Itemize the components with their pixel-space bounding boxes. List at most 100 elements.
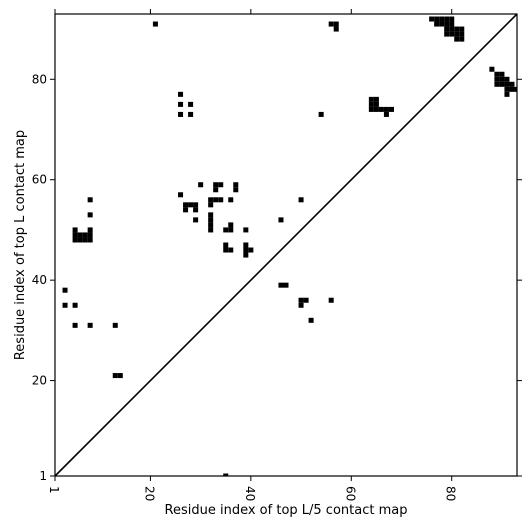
contact-cell-top-l: [188, 111, 194, 117]
contact-cell-top-l: [208, 197, 214, 203]
contact-cell-top-l: [373, 96, 379, 102]
contact-cell-top-l: [208, 202, 214, 208]
contact-cell-top-l: [72, 232, 78, 238]
contact-cell-top-l: [368, 106, 374, 112]
contact-cell-top-l: [87, 232, 93, 238]
contact-cell-top-l: [223, 247, 229, 253]
contact-cell-top-l5: [444, 21, 450, 27]
contact-cell-top-l: [62, 287, 68, 293]
contact-cell-top-l: [77, 237, 83, 243]
contact-cell-top-l: [183, 207, 189, 213]
contact-cell-top-l: [303, 297, 309, 303]
contact-cell-top-l: [298, 297, 304, 303]
contact-cell-top-l: [228, 222, 234, 228]
contact-cell-top-l: [178, 91, 184, 97]
contact-cell-top-l5: [444, 16, 450, 22]
contact-cell-top-l: [248, 247, 254, 253]
contact-cell-top-l: [87, 212, 93, 218]
contact-cell-top-l5: [504, 86, 510, 92]
contact-cell-top-l5: [454, 26, 460, 32]
y-tick-label: 1: [39, 469, 47, 483]
contact-cell-top-l5: [439, 16, 445, 22]
y-tick-label: 80: [32, 72, 47, 86]
contact-cell-top-l: [318, 111, 324, 117]
contact-cell-top-l: [62, 302, 68, 308]
contact-cell-top-l: [223, 242, 229, 248]
contact-cell-top-l: [228, 247, 234, 253]
contact-cell-top-l: [243, 242, 249, 248]
contact-cell-top-l5: [449, 26, 455, 32]
contact-cell-top-l5: [494, 76, 500, 82]
contact-cell-top-l5: [514, 86, 517, 92]
contact-cell-top-l5: [459, 26, 465, 32]
contact-cell-top-l: [82, 237, 88, 243]
contact-cell-top-l5: [489, 66, 495, 72]
contact-cell-top-l: [213, 187, 219, 193]
contact-cell-top-l5: [504, 76, 510, 82]
y-tick-label: 20: [32, 374, 47, 388]
contact-cell-top-l: [243, 247, 249, 253]
contact-cell-top-l: [218, 182, 224, 188]
contact-cell-top-l: [228, 227, 234, 233]
contact-cell-top-l: [298, 197, 304, 203]
contact-cell-top-l: [328, 297, 334, 303]
contact-cell-top-l5: [434, 16, 440, 22]
x-axis-title: Residue index of top L/5 contact map: [165, 503, 408, 518]
contact-cell-top-l5: [434, 21, 440, 27]
contact-cell-top-l: [223, 227, 229, 233]
contact-cell-top-l: [188, 202, 194, 208]
contact-cell-top-l: [87, 237, 93, 243]
contact-cell-top-l5: [449, 16, 455, 22]
contact-cell-top-l: [243, 227, 249, 233]
contact-cell-top-l5: [499, 71, 505, 77]
contact-cell-top-l: [198, 182, 204, 188]
contact-cell-top-l: [152, 21, 158, 27]
contact-cell-top-l5: [494, 71, 500, 77]
contact-cell-top-l5: [444, 31, 450, 37]
contact-cell-top-l5: [439, 21, 445, 27]
contact-cell-top-l: [388, 106, 394, 112]
contact-cell-top-l: [383, 106, 389, 112]
contact-cell-top-l: [72, 322, 78, 328]
contact-cell-top-l: [112, 322, 118, 328]
contact-cell-top-l: [87, 227, 93, 233]
contact-cell-top-l: [208, 222, 214, 228]
contact-cell-top-l: [77, 232, 83, 238]
contact-cell-top-l: [188, 101, 194, 107]
contact-cell-top-l: [87, 197, 93, 203]
contact-cell-top-l: [193, 217, 199, 223]
contact-cell-top-l: [278, 217, 284, 223]
contact-cell-top-l5: [499, 76, 505, 82]
contact-cell-top-l: [178, 101, 184, 107]
contact-cell-top-l: [228, 197, 234, 203]
plot-frame: [54, 13, 518, 477]
contact-cell-top-l5: [333, 21, 339, 27]
contact-cell-top-l: [373, 101, 379, 107]
contact-cell-top-l5: [429, 16, 435, 22]
contact-cell-top-l5: [504, 91, 510, 97]
contact-cell-top-l: [208, 212, 214, 218]
contact-cell-top-l5: [494, 81, 500, 87]
contact-cell-top-l: [233, 187, 239, 193]
x-tick-label: 80: [444, 486, 458, 501]
contact-cell-top-l: [112, 373, 118, 379]
contact-cell-top-l5: [459, 31, 465, 37]
contact-cell-top-l5: [449, 31, 455, 37]
contact-cell-top-l5: [454, 36, 460, 42]
contact-cell-top-l: [383, 111, 389, 117]
x-tick-label: 1: [47, 486, 61, 494]
contact-cell-top-l: [193, 202, 199, 208]
contact-cell-top-l: [378, 106, 384, 112]
contact-cell-top-l: [72, 237, 78, 243]
contact-cell-top-l: [233, 182, 239, 188]
x-tick-label: 20: [142, 486, 156, 501]
contact-cell-top-l: [82, 232, 88, 238]
contact-cell-top-l: [373, 106, 379, 112]
axis-ticks: 1 20 40 60 80 1 20 40 60 80: [32, 9, 522, 501]
contact-cell-top-l: [298, 302, 304, 308]
contact-cell-top-l: [183, 202, 189, 208]
contact-cell-top-l: [208, 217, 214, 223]
contact-cell-top-l: [178, 111, 184, 117]
contact-cell-top-l: [208, 227, 214, 233]
